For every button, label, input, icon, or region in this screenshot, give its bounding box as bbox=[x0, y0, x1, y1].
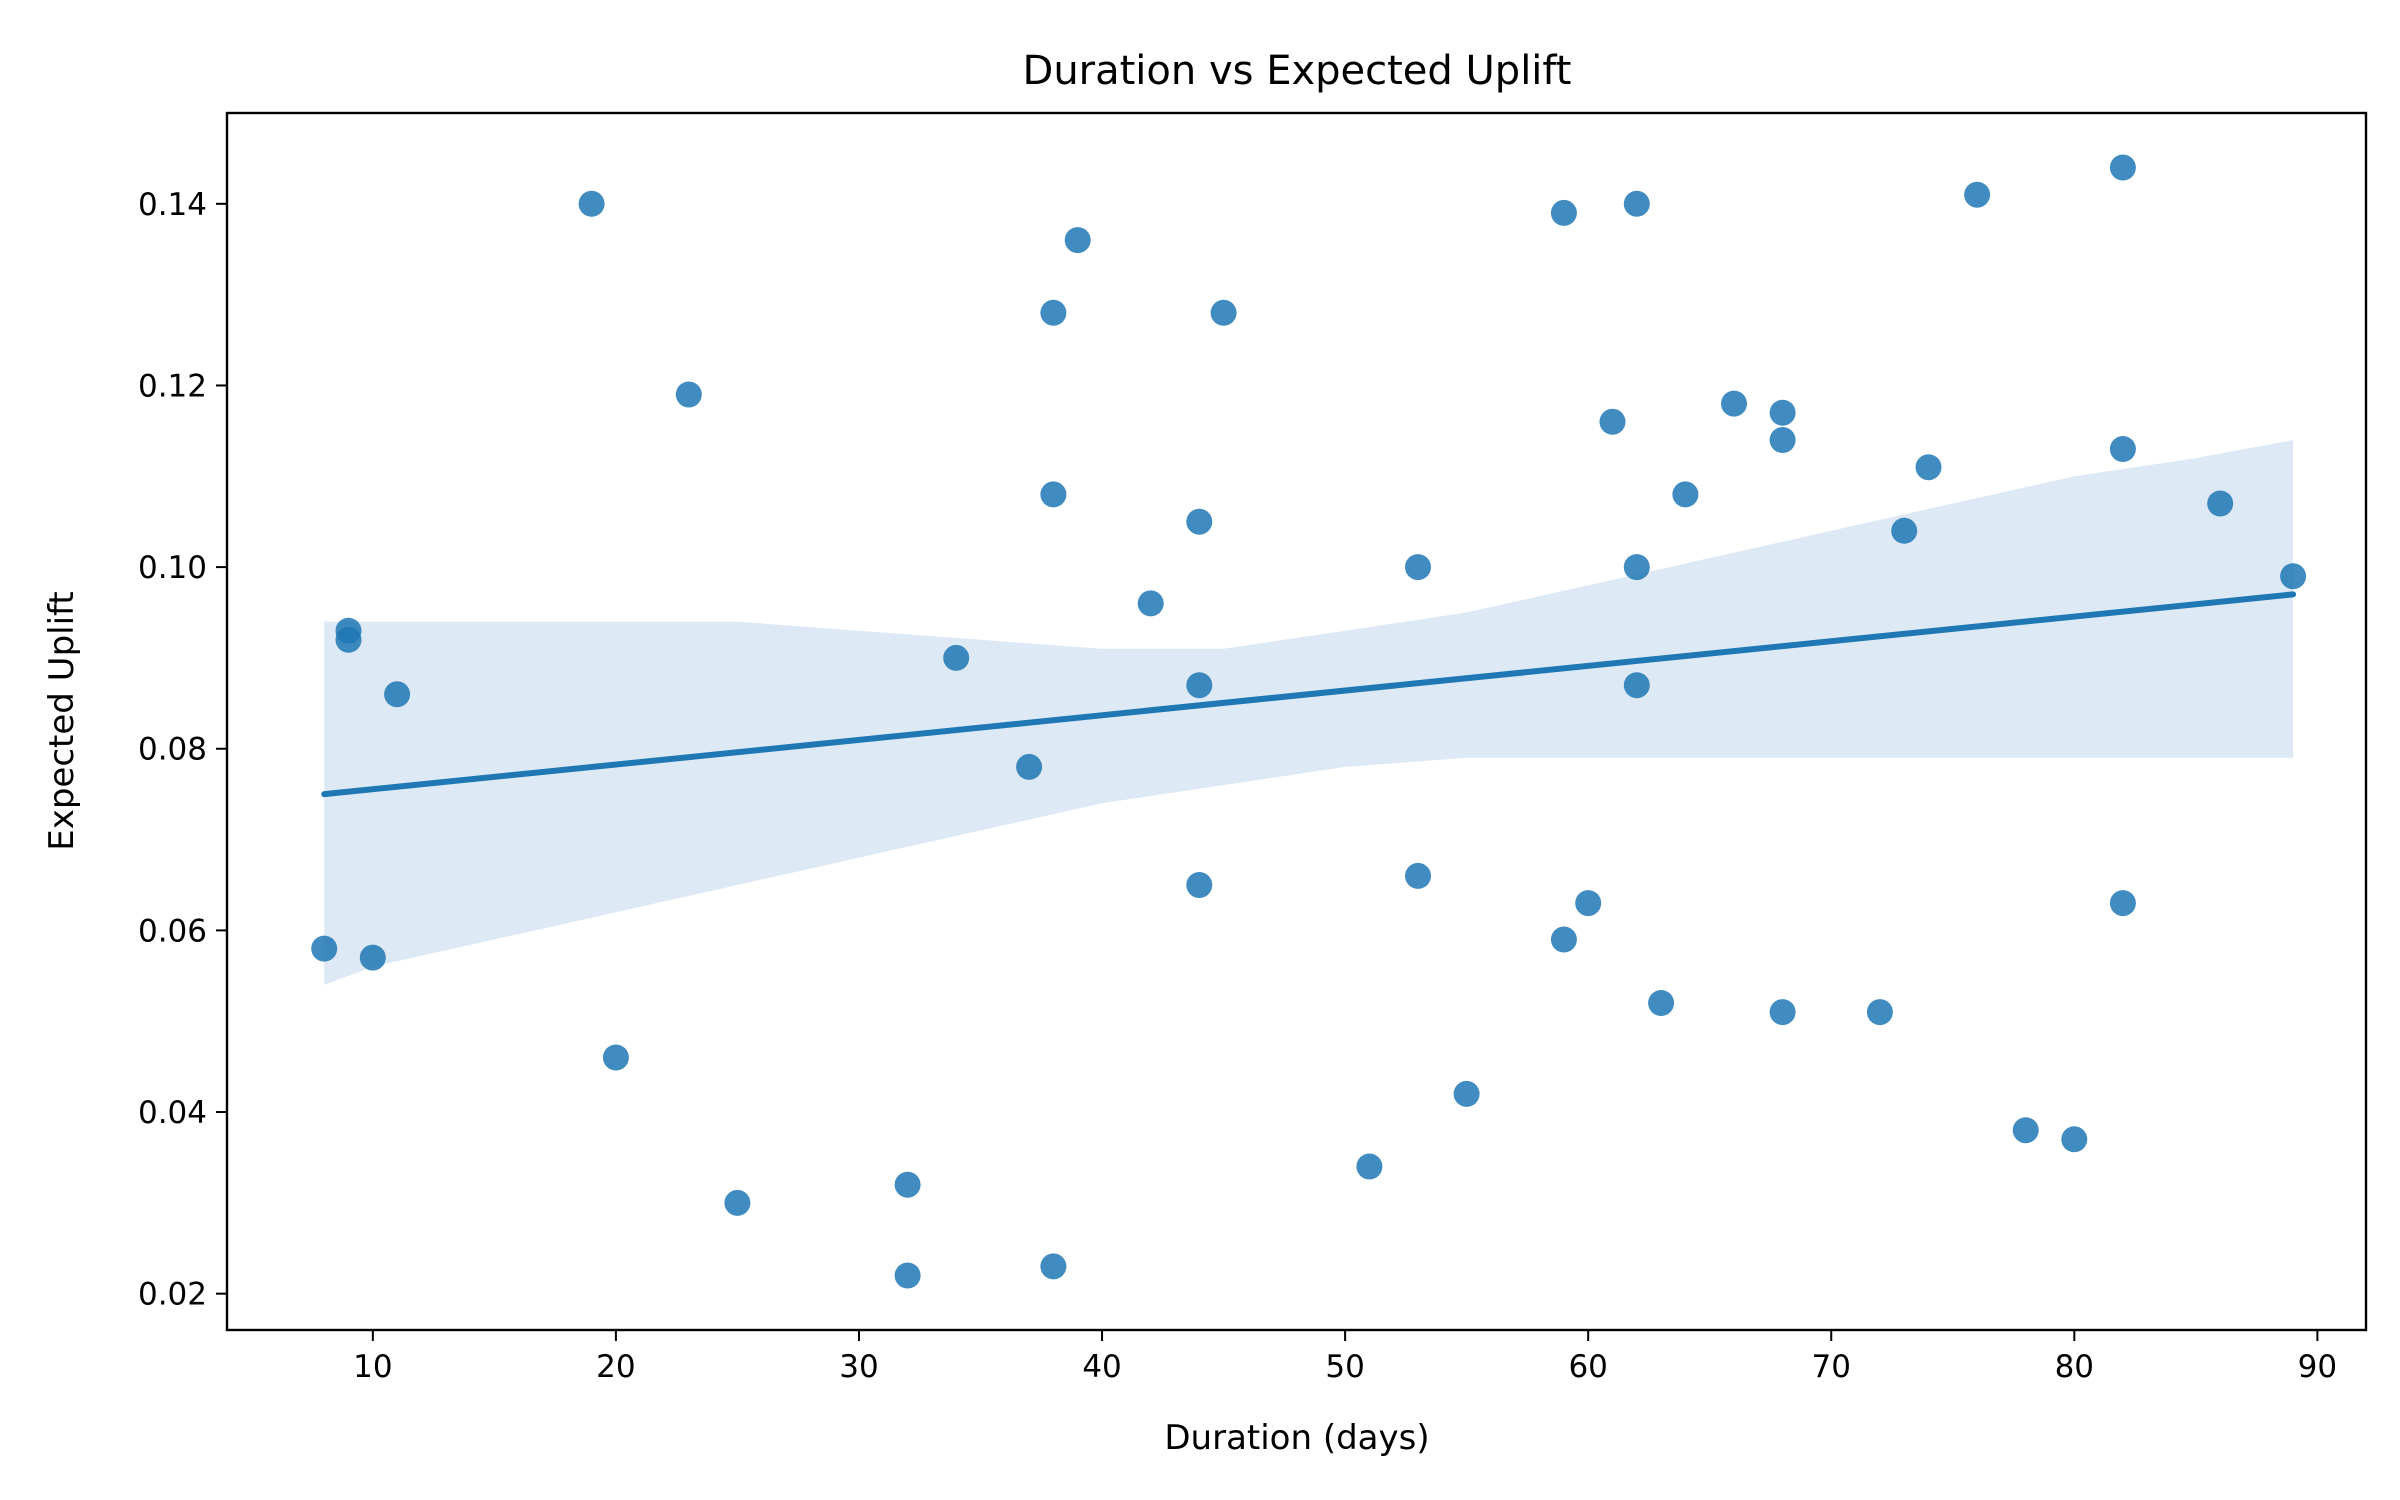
y-tick-label: 0.12 bbox=[138, 368, 207, 404]
data-point bbox=[2207, 490, 2234, 517]
y-axis-label: Expected Uplift bbox=[42, 591, 82, 851]
data-point bbox=[1040, 481, 1067, 508]
data-point bbox=[1210, 299, 1237, 326]
data-point bbox=[1186, 872, 1213, 898]
data-point bbox=[311, 935, 338, 962]
data-point bbox=[1064, 227, 1091, 254]
data-point bbox=[2012, 1117, 2039, 1144]
confidence-band bbox=[324, 440, 2294, 985]
x-tick-label: 60 bbox=[1568, 1349, 1607, 1385]
data-point bbox=[2109, 154, 2136, 181]
x-tick-label: 70 bbox=[1812, 1349, 1851, 1385]
x-tick-label: 20 bbox=[596, 1349, 635, 1385]
regression-line-layer bbox=[321, 591, 2297, 798]
data-point bbox=[1137, 590, 1164, 617]
data-point bbox=[894, 1171, 921, 1198]
data-point bbox=[1016, 753, 1043, 780]
y-axis-ticks: 0.02 0.04 0.06 0.08 0.10 0.12 0.14 bbox=[138, 187, 227, 1313]
data-point bbox=[1648, 990, 1675, 1016]
data-point bbox=[1186, 672, 1213, 699]
data-point bbox=[1721, 390, 1747, 417]
data-point bbox=[1186, 508, 1213, 535]
x-tick-label: 50 bbox=[1325, 1349, 1364, 1385]
data-point bbox=[2109, 436, 2136, 462]
data-point bbox=[1040, 1253, 1067, 1280]
data-points-layer bbox=[311, 154, 2307, 1289]
data-point bbox=[1550, 199, 1577, 226]
y-tick-label: 0.14 bbox=[138, 187, 207, 223]
data-point bbox=[335, 626, 362, 653]
data-point bbox=[1575, 890, 1602, 917]
confidence-band-layer bbox=[324, 440, 2294, 985]
data-point bbox=[2061, 1126, 2088, 1153]
data-point bbox=[2280, 563, 2307, 590]
y-tick-label: 0.10 bbox=[138, 550, 207, 586]
data-point bbox=[1040, 299, 1067, 326]
x-tick-label: 40 bbox=[1082, 1349, 1121, 1385]
data-point bbox=[1405, 554, 1431, 581]
data-point bbox=[1453, 1080, 1480, 1107]
data-point bbox=[1405, 862, 1431, 889]
data-point bbox=[1964, 181, 1991, 208]
data-point bbox=[1550, 926, 1577, 953]
data-point bbox=[1623, 190, 1650, 217]
data-point bbox=[1769, 999, 1796, 1026]
data-point bbox=[384, 681, 411, 708]
y-tick-label: 0.08 bbox=[138, 732, 207, 768]
x-tick-label: 10 bbox=[353, 1349, 392, 1385]
regression-line bbox=[321, 591, 2297, 798]
data-point bbox=[1866, 999, 1893, 1026]
x-tick-label: 80 bbox=[2055, 1349, 2094, 1385]
x-axis-ticks: 10 20 30 40 50 60 70 80 90 bbox=[353, 1330, 2337, 1385]
data-point bbox=[1623, 672, 1650, 699]
data-point bbox=[1623, 554, 1650, 581]
x-axis-label: Duration (days) bbox=[1164, 1418, 1429, 1458]
data-point bbox=[724, 1189, 751, 1216]
data-point bbox=[1915, 454, 1942, 481]
chart-title: Duration vs Expected Uplift bbox=[1023, 48, 1572, 94]
plot-frame bbox=[225, 111, 2368, 1332]
x-tick-label: 90 bbox=[2298, 1349, 2337, 1385]
y-tick-label: 0.04 bbox=[138, 1095, 207, 1131]
y-tick-label: 0.06 bbox=[138, 913, 207, 949]
data-point bbox=[894, 1262, 921, 1289]
data-point bbox=[359, 944, 386, 971]
data-point bbox=[1356, 1153, 1383, 1180]
data-point bbox=[1891, 517, 1918, 544]
data-point bbox=[578, 190, 605, 217]
data-point bbox=[1769, 427, 1796, 453]
data-point bbox=[1672, 481, 1699, 508]
data-point bbox=[1599, 408, 1626, 435]
data-point bbox=[2109, 890, 2136, 917]
x-tick-label: 30 bbox=[839, 1349, 878, 1385]
data-point bbox=[1769, 399, 1796, 426]
data-point bbox=[602, 1044, 629, 1071]
y-tick-label: 0.02 bbox=[138, 1277, 207, 1313]
data-point bbox=[943, 644, 970, 671]
data-point bbox=[675, 381, 702, 408]
